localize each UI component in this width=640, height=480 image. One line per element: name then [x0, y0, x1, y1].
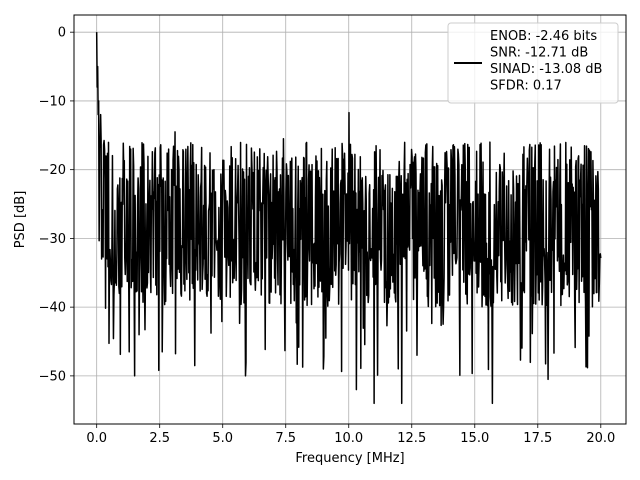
- x-tick-label: 10.0: [334, 431, 363, 446]
- y-tick-label: −20: [39, 163, 66, 178]
- x-tick-label: 2.5: [149, 431, 170, 446]
- y-tick-label: 0: [58, 26, 66, 41]
- y-tick-label: −50: [39, 369, 66, 384]
- x-axis-label: Frequency [MHz]: [295, 451, 404, 466]
- y-tick-label: −30: [39, 232, 66, 247]
- x-tick-label: 20.0: [586, 431, 615, 446]
- y-ticks: 0 −10 −20 −30 −40 −50: [39, 26, 74, 384]
- psd-series-line: [95, 32, 602, 405]
- x-tick-label: 15.0: [460, 431, 489, 446]
- axes-frame: [73, 14, 627, 425]
- y-axis-label: PSD [dB]: [13, 191, 28, 249]
- y-tick-label: −10: [39, 94, 66, 109]
- legend-entry-line: SFDR: 0.17: [490, 79, 562, 94]
- y-tick-label: −40: [39, 301, 66, 316]
- legend-entry-line: SNR: -12.71 dB: [490, 46, 588, 61]
- x-tick-label: 5.0: [212, 431, 233, 446]
- x-tick-label: 12.5: [397, 431, 426, 446]
- legend-entry-line: SINAD: -13.08 dB: [490, 62, 602, 77]
- legend-box: [447, 22, 619, 104]
- x-ticks: 0.0 2.5 5.0 7.5 10.0 12.5 15.0 17.5 20.0: [86, 424, 615, 446]
- x-tick-label: 0.0: [86, 431, 107, 446]
- x-tick-label: 17.5: [523, 431, 552, 446]
- legend-entry-line: ENOB: -2.46 bits: [490, 29, 597, 44]
- series-group: [95, 32, 602, 405]
- x-tick-label: 7.5: [275, 431, 296, 446]
